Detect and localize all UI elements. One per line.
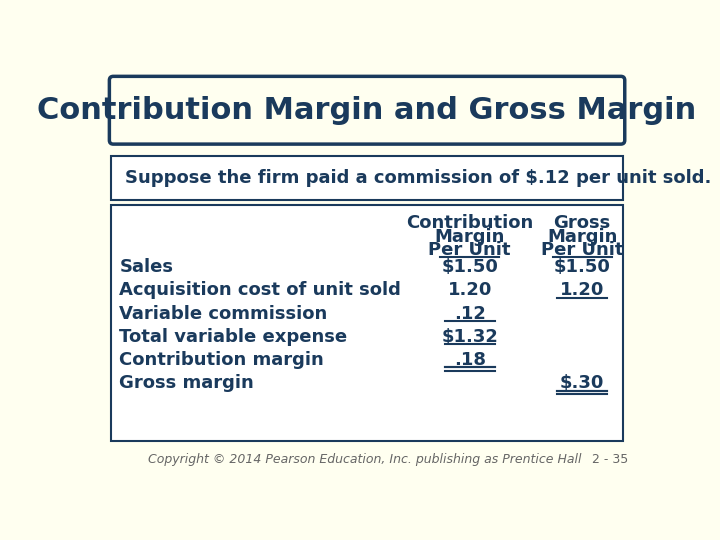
FancyBboxPatch shape (111, 205, 624, 441)
Text: Sales: Sales (120, 258, 174, 276)
Text: $.30: $.30 (560, 374, 604, 392)
Text: Margin: Margin (435, 227, 505, 246)
Text: Per Unit: Per Unit (541, 241, 624, 259)
Text: Acquisition cost of unit sold: Acquisition cost of unit sold (120, 281, 401, 299)
Text: Gross: Gross (554, 214, 611, 232)
Text: .18: .18 (454, 350, 486, 369)
Text: 1.20: 1.20 (560, 281, 604, 299)
Text: Contribution Margin and Gross Margin: Contribution Margin and Gross Margin (37, 96, 696, 125)
Text: 1.20: 1.20 (448, 281, 492, 299)
Text: Variable commission: Variable commission (120, 305, 328, 322)
Text: .12: .12 (454, 305, 486, 322)
FancyBboxPatch shape (111, 157, 624, 200)
Text: Margin: Margin (547, 227, 617, 246)
Text: Gross margin: Gross margin (120, 374, 254, 392)
Text: Suppose the firm paid a commission of $.12 per unit sold.: Suppose the firm paid a commission of $.… (125, 169, 711, 187)
Text: Copyright © 2014 Pearson Education, Inc. publishing as Prentice Hall: Copyright © 2014 Pearson Education, Inc.… (148, 453, 582, 465)
Text: $1.50: $1.50 (441, 258, 498, 276)
Text: 2 - 35: 2 - 35 (593, 453, 629, 465)
Text: Total variable expense: Total variable expense (120, 328, 348, 346)
Text: $1.50: $1.50 (554, 258, 611, 276)
Text: Contribution: Contribution (406, 214, 534, 232)
FancyBboxPatch shape (109, 76, 625, 144)
Text: Contribution margin: Contribution margin (120, 350, 324, 369)
Text: $1.32: $1.32 (441, 328, 498, 346)
Text: Per Unit: Per Unit (428, 241, 511, 259)
